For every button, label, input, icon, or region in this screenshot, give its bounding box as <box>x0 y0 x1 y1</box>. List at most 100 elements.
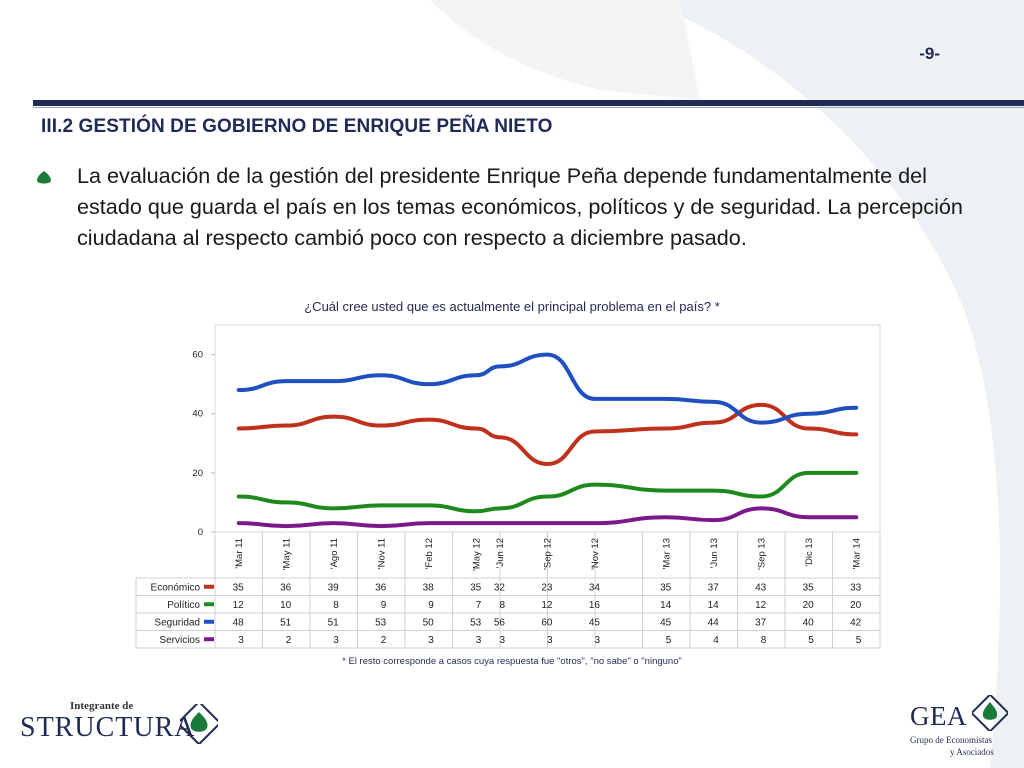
data-label: 39 <box>328 582 340 593</box>
x-tick-label: 'Mar 11 <box>234 538 245 569</box>
x-tick-label: 'Jun 12 <box>495 538 506 568</box>
data-label: 51 <box>328 617 340 628</box>
data-label: 35 <box>233 582 245 593</box>
series-line-2 <box>236 352 859 425</box>
data-label: 40 <box>803 617 815 628</box>
data-label: 32 <box>494 582 506 593</box>
legend-label-1: Político <box>167 600 200 611</box>
data-label: 36 <box>280 582 292 593</box>
data-label: 23 <box>541 582 553 593</box>
data-label: 16 <box>589 600 601 611</box>
structura-emblem-icon <box>180 704 218 744</box>
bullet-icon <box>37 171 51 184</box>
data-label: 42 <box>850 617 862 628</box>
x-tick-label: 'Jun 13 <box>709 538 720 568</box>
data-label: 3 <box>333 635 339 646</box>
data-label: 3 <box>499 635 505 646</box>
data-label: 37 <box>708 582 720 593</box>
data-label: 3 <box>476 635 482 646</box>
x-tick-label: 'Feb 12 <box>424 538 435 569</box>
data-label: 2 <box>381 635 387 646</box>
gea-logo-line2: y Asociados <box>950 747 994 757</box>
section-title: III.2 GESTIÓN DE GOBIERNO DE ENRIQUE PEÑ… <box>41 116 553 137</box>
data-label: 35 <box>803 582 815 593</box>
data-label: 5 <box>666 635 672 646</box>
gea-logo: GEA Grupo de Economistas y Asociados <box>906 695 1016 765</box>
data-label: 10 <box>280 600 292 611</box>
data-label: 53 <box>470 617 482 628</box>
structura-logo-top: Integrante de <box>70 700 134 712</box>
x-tick-label: 'Nov 12 <box>590 538 601 570</box>
data-label: 33 <box>850 582 862 593</box>
x-tick-label: 'May 11 <box>281 538 292 570</box>
line-chart: 0 20 40 60 'Mar 11 'May 11 'Ago 11 'Nov 11 'Feb … <box>135 324 881 649</box>
data-label: 53 <box>375 617 387 628</box>
data-label: 43 <box>755 582 767 593</box>
structura-logo-word: STRUCTURA <box>20 712 196 743</box>
data-label: 35 <box>470 582 482 593</box>
series-line-3 <box>236 506 859 529</box>
gea-emblem-icon <box>972 695 1008 731</box>
data-label: 3 <box>547 635 553 646</box>
bullet-paragraph: La evaluación de la gestión del presiden… <box>77 163 963 250</box>
data-label: 60 <box>541 617 553 628</box>
structura-logo: Integrante de STRUCTURA <box>20 700 220 750</box>
data-label: 37 <box>755 617 767 628</box>
x-tick-label: 'Ago 11 <box>329 538 340 569</box>
data-label: 12 <box>541 600 553 611</box>
data-label: 5 <box>808 635 814 646</box>
y-tick-label: 60 <box>192 350 203 361</box>
x-tick-label: 'Mar 13 <box>661 538 672 569</box>
data-label: 3 <box>428 635 434 646</box>
data-label: 12 <box>233 600 245 611</box>
legend-label-2: Seguridad <box>154 617 200 628</box>
data-label: 20 <box>850 600 862 611</box>
y-tick-label: 20 <box>192 468 203 479</box>
data-label: 20 <box>803 600 815 611</box>
data-label: 4 <box>713 635 719 646</box>
data-label: 12 <box>755 600 767 611</box>
data-label: 51 <box>280 617 292 628</box>
chart-title: ¿Cuál cree usted que es actualmente el p… <box>304 299 720 314</box>
series-line-0 <box>236 402 859 466</box>
page-number: -9- <box>919 44 940 63</box>
x-tick-label: 'Sep 13 <box>756 538 767 570</box>
data-label: 50 <box>423 617 435 628</box>
data-label: 38 <box>423 582 435 593</box>
gea-logo-line1: Grupo de Economistas <box>910 735 992 745</box>
y-tick-label: 0 <box>198 527 203 538</box>
data-label: 3 <box>594 635 600 646</box>
data-label: 9 <box>428 600 434 611</box>
gea-logo-word: GEA <box>910 701 967 731</box>
data-label: 5 <box>856 635 862 646</box>
legend-label-3: Servicios <box>159 635 200 646</box>
data-label: 7 <box>476 600 482 611</box>
header-rule-thin <box>33 107 1024 108</box>
data-label: 3 <box>238 635 244 646</box>
header-rule <box>33 100 1024 106</box>
data-label: 14 <box>660 600 672 611</box>
data-label: 36 <box>375 582 387 593</box>
data-label: 56 <box>494 617 506 628</box>
chart-footnote: * El resto corresponde a casos cuya resp… <box>342 656 682 667</box>
data-label: 14 <box>708 600 720 611</box>
data-label: 45 <box>589 617 601 628</box>
data-label: 34 <box>589 582 601 593</box>
data-label: 45 <box>660 617 672 628</box>
data-label: 8 <box>499 600 505 611</box>
legend-label-0: Económico <box>151 582 201 593</box>
series-line-1 <box>236 470 859 514</box>
data-label: 2 <box>286 635 292 646</box>
data-label: 9 <box>381 600 387 611</box>
data-label: 44 <box>708 617 720 628</box>
x-tick-label: 'Nov 11 <box>376 538 387 569</box>
data-label: 8 <box>333 600 339 611</box>
y-tick-label: 40 <box>192 409 203 420</box>
x-tick-label: 'May 12 <box>471 538 482 571</box>
x-tick-label: 'Mar 14 <box>851 538 862 569</box>
data-label: 35 <box>660 582 672 593</box>
x-tick-label: 'Sep 12 <box>543 538 554 570</box>
x-tick-label: 'Dic 13 <box>804 538 815 567</box>
data-label: 8 <box>761 635 767 646</box>
data-label: 48 <box>233 617 245 628</box>
